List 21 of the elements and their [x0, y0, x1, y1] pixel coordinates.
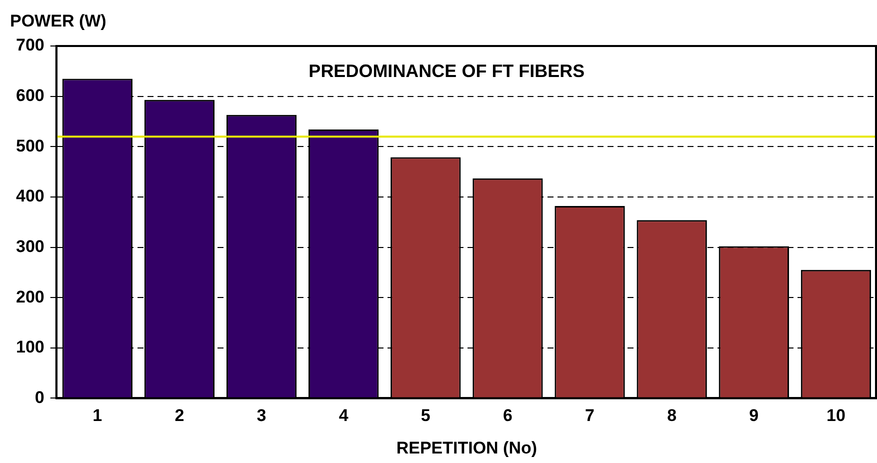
y-tick-label: 700: [16, 36, 44, 55]
x-tick-label: 1: [92, 406, 102, 426]
y-tick-label: 0: [34, 388, 44, 407]
x-tick-label: 3: [256, 406, 266, 426]
y-tick-label: 400: [16, 186, 44, 206]
y-tick-label: 600: [16, 86, 44, 105]
x-axis-title: REPETITION (No): [396, 438, 538, 458]
x-tick-label: 7: [585, 406, 595, 426]
y-tick-label: 100: [16, 338, 44, 357]
y-tick-label: 500: [16, 136, 44, 156]
x-tick-label: 4: [338, 406, 349, 426]
x-tick-label: 8: [667, 406, 677, 426]
y-tick-label: 300: [16, 236, 44, 256]
x-tick-label: 9: [749, 406, 759, 426]
x-tick-label: 5: [420, 406, 430, 426]
x-tick-label: 6: [502, 406, 512, 426]
annotation: PREDOMINANCE OF FT FIBERS: [308, 60, 585, 81]
y-axis-title: POWER (W): [10, 12, 106, 31]
x-tick-label: 10: [826, 406, 846, 426]
x-tick-label: 2: [174, 406, 184, 426]
y-tick-label: 200: [16, 287, 44, 306]
